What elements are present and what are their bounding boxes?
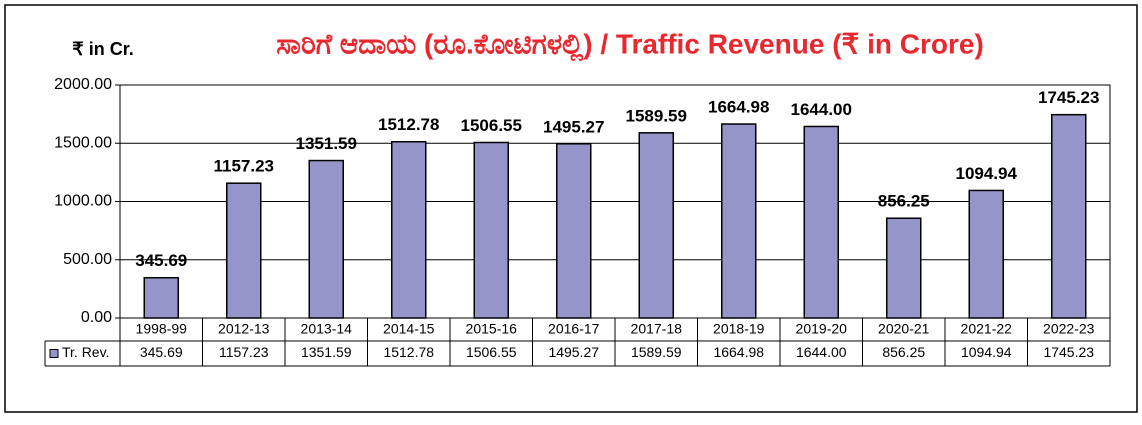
bar (1051, 113, 1087, 319)
bar (556, 143, 592, 319)
x-tick-label: 2020-21 (878, 321, 930, 337)
table-value: 1094.94 (961, 344, 1012, 360)
x-tick-label: 2021-22 (961, 321, 1013, 337)
table-value: 1351.59 (301, 344, 352, 360)
table-value: 1589.59 (631, 344, 682, 360)
data-label: 1512.78 (378, 115, 439, 134)
x-tick-label: 2014-15 (383, 321, 435, 337)
data-label: 1157.23 (213, 157, 274, 176)
x-tick-label: 2018-19 (713, 321, 765, 337)
legend-label: Tr. Rev. (62, 344, 109, 360)
table-value: 1157.23 (219, 344, 269, 360)
x-tick-label: 2013-14 (301, 321, 353, 337)
y-tick-label: 2000.00 (54, 76, 112, 93)
legend-key (49, 349, 59, 358)
data-label: 856.25 (878, 192, 930, 211)
x-tick-label: 2017-18 (631, 321, 683, 337)
bar (721, 123, 757, 319)
bar (143, 276, 179, 319)
bar (391, 141, 427, 319)
chart-title: ಸಾರಿಗೆ ಆದಾಯ (ರೂ.ಕೋಟಿಗಳಲ್ಲಿ) / Traffic Re… (276, 28, 984, 61)
data-label: 1506.55 (461, 116, 522, 135)
table-value: 1644.00 (796, 344, 847, 360)
table-value: 856.25 (882, 344, 925, 360)
y-axis-label: ₹ in Cr. (72, 39, 133, 59)
x-tick-label: 2019-20 (796, 321, 848, 337)
data-label: 1351.59 (296, 134, 357, 153)
data-label: 1644.00 (791, 100, 852, 119)
y-tick-label: 1000.00 (54, 193, 112, 210)
data-label: 1589.59 (626, 106, 687, 125)
data-label: 1094.94 (956, 164, 1018, 183)
table-value: 1506.55 (466, 344, 517, 360)
x-tick-label: 2015-16 (466, 321, 518, 337)
table-value: 1512.78 (383, 344, 434, 360)
y-tick-label: 500.00 (63, 251, 112, 268)
bar (803, 125, 839, 319)
table-value: 1495.27 (548, 344, 599, 360)
table-value: 1745.23 (1043, 344, 1094, 360)
x-tick-label: 1998-99 (136, 321, 188, 337)
x-tick-label: 2012-13 (218, 321, 270, 337)
bar (473, 141, 509, 319)
y-tick-label: 0.00 (81, 309, 112, 326)
x-tick-label: 2022-23 (1043, 321, 1095, 337)
bar (308, 159, 344, 319)
data-label: 1745.23 (1038, 88, 1099, 107)
bar (886, 217, 922, 319)
y-tick-label: 1500.00 (54, 134, 112, 151)
table-value: 345.69 (140, 344, 183, 360)
bar (638, 132, 674, 319)
data-label: 1664.98 (708, 98, 769, 117)
bar (968, 189, 1004, 319)
data-label: 1495.27 (543, 117, 604, 136)
data-label: 345.69 (135, 251, 187, 270)
bar (226, 182, 262, 319)
table-value: 1664.98 (713, 344, 764, 360)
x-tick-label: 2016-17 (548, 321, 600, 337)
